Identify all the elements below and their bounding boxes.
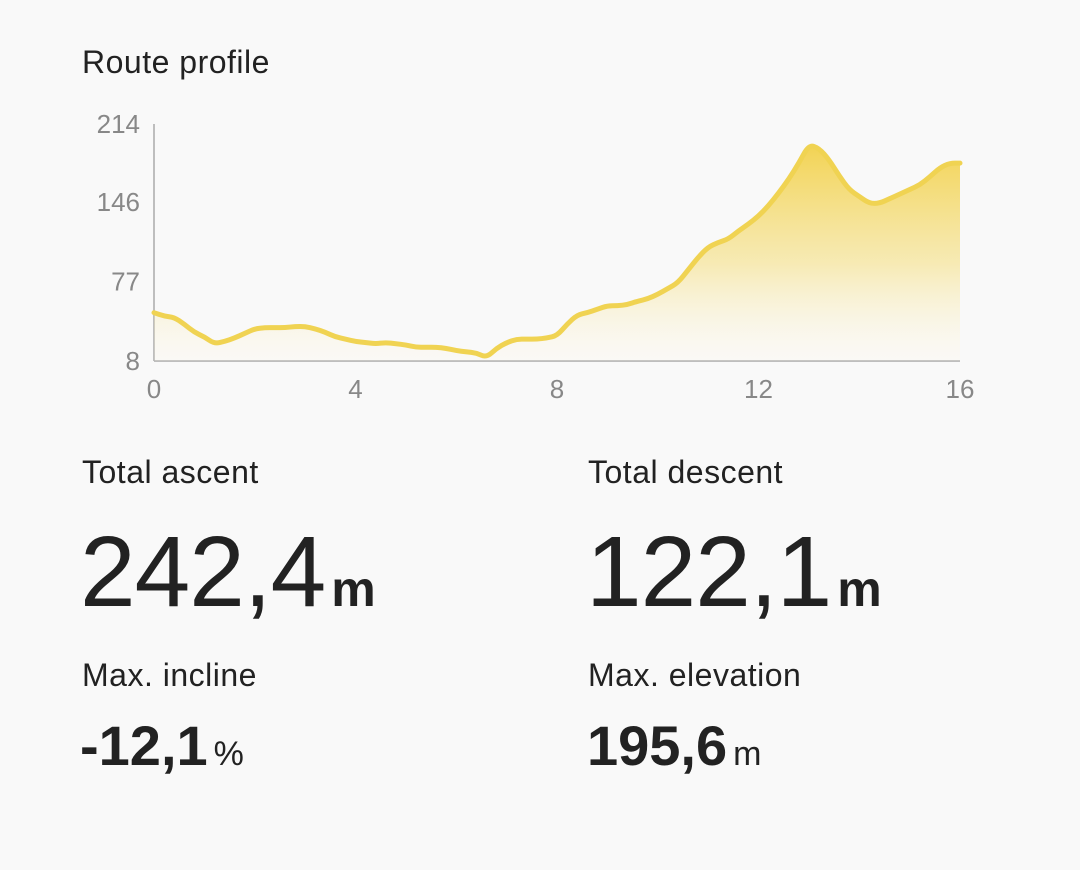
x-tick-label: 12 — [744, 374, 773, 404]
total-descent-unit: m — [837, 561, 882, 617]
max-elevation-label: Max. elevation — [588, 657, 802, 693]
total-ascent-value: 242,4 m — [80, 522, 376, 622]
total-descent-value: 122,1 m — [586, 522, 882, 622]
elevation-chart: 8 77 146 214 0 4 8 12 16 — [97, 109, 975, 404]
max-elevation-unit: m — [733, 735, 762, 773]
elevation-area — [154, 146, 960, 361]
total-ascent-unit: m — [331, 561, 376, 617]
max-incline-value: -12,1% — [80, 718, 244, 774]
x-tick-label: 8 — [550, 374, 564, 404]
y-tick-label: 77 — [111, 267, 140, 297]
max-elevation-value: 195,6 m — [587, 718, 761, 774]
max-elevation-number: 195,6 — [587, 714, 728, 777]
total-descent-label: Total descent — [588, 454, 784, 490]
y-tick-label: 146 — [97, 187, 140, 217]
y-tick-label: 214 — [97, 109, 140, 139]
x-tick-label: 0 — [147, 374, 161, 404]
elevation-line — [151, 143, 963, 359]
total-ascent-number: 242,4 — [80, 516, 326, 628]
max-incline-number: -12,1 — [80, 714, 208, 777]
route-profile-title: Route profile — [82, 44, 270, 80]
x-tick-label: 16 — [946, 374, 975, 404]
total-ascent-label: Total ascent — [82, 454, 259, 490]
x-tick-label: 4 — [348, 374, 362, 404]
max-incline-label: Max. incline — [82, 657, 257, 693]
y-tick-label: 8 — [126, 346, 140, 376]
max-incline-unit: % — [213, 735, 244, 773]
total-descent-number: 122,1 — [586, 516, 832, 628]
